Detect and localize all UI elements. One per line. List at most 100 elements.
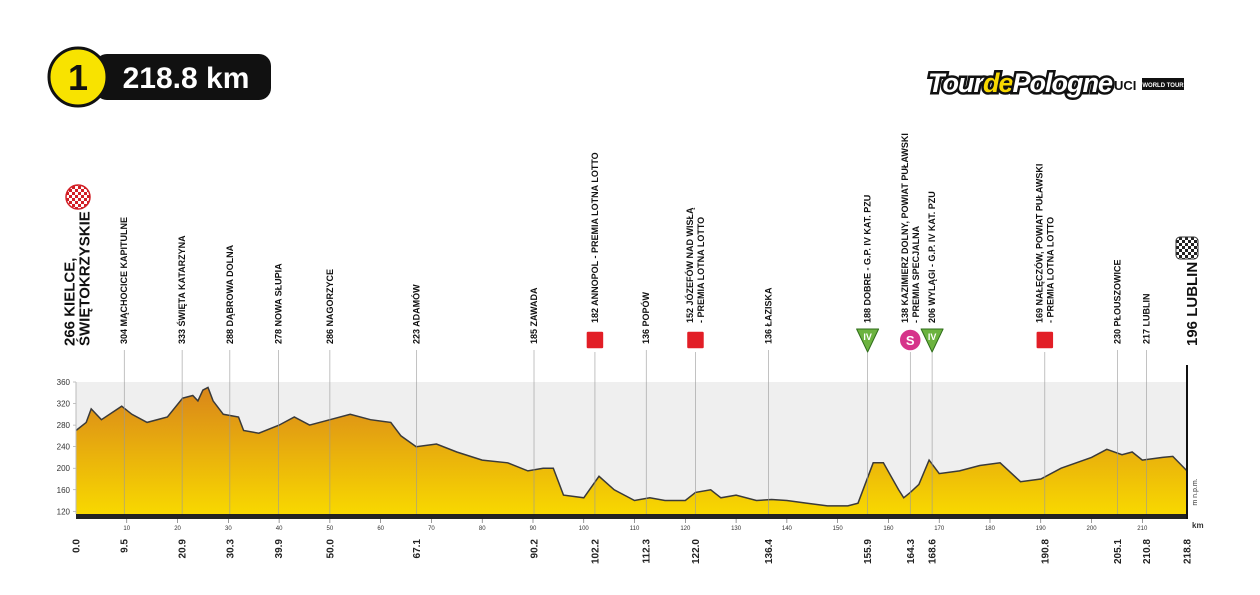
distance-badge [95,54,271,100]
logo-tour: Tour [928,68,985,98]
waypoint-label: 136 ŁAZISKA [764,287,774,344]
x-tick-label: 130 [731,526,742,532]
waypoint-label-line: 185 ZAWADA [529,287,539,344]
waypoint-label-line: - PREMIA SPECJALNA [911,225,921,323]
km-label: 30.3 [225,539,236,559]
start-label: 266 KIELCE,ŚWIĘTOKRZYSKIE [62,211,94,346]
mountain-icon [920,328,944,353]
logo-pologne: Pologne [1013,68,1113,98]
waypoint-label-line: 188 DOBRE - G.P. IV KAT. PZU [863,195,873,323]
distance: 218.8 km [123,62,250,95]
y-unit: m n.p.m. [1192,478,1199,505]
x-tick-label: 170 [934,526,945,532]
waypoint-label-line: 304 MĄCHOCICE KAPITULNE [119,217,129,344]
y-tick-label: 320 [57,400,71,409]
y-tick-label: 240 [57,443,71,452]
waypoint-label: 136 POPÓW [640,291,651,344]
x-tick-label: 120 [680,526,691,532]
km-label: 122.0 [691,539,702,564]
km-label: 155.9 [863,539,874,564]
waypoint-label: 278 NOWA SŁUPIA [274,263,284,344]
mountain-icon [856,328,880,353]
x-tick-label: 210 [1137,526,1148,532]
x-tick-label: 100 [579,526,590,532]
x-tick-label: 60 [377,526,384,532]
finish-label-line: 196 LUBLIN [1184,262,1201,346]
profile-line [75,386,1188,507]
world-tour-badge [1142,78,1184,90]
sprint-icon [1035,330,1055,350]
km-label: 218.8 [1183,539,1194,564]
y-tick-label: 360 [57,378,71,387]
x-unit: km [1192,521,1204,530]
sprint-icon [585,330,605,350]
x-tick-label: 180 [985,526,996,532]
waypoint-label-line: 217 LUBLIN [1141,293,1151,344]
km-label: 136.4 [764,539,775,564]
waypoint-label: 206 WYLĄGI - G.P. IV KAT. PZU [927,191,937,323]
icon-text: IV [928,332,937,342]
stage-badge [47,46,109,108]
waypoint-label-line: 182 ANNOPOL - PREMIA LOTNA LOTTO [590,152,600,323]
km-label: 112.3 [642,539,653,564]
waypoint-label-line: 223 ADAMÓW [411,284,422,344]
x-tick-label: 150 [833,526,844,532]
start-icon [65,184,91,210]
x-tick-label: 50 [327,526,334,532]
waypoint-label-line: 278 NOWA SŁUPIA [274,263,284,344]
waypoint-label-line: - PREMIA LOTNA LOTTO [1045,217,1055,323]
km-label: 168.6 [928,539,939,564]
waypoint-label: 230 PŁOUSZOWICE [1112,259,1122,344]
waypoint-label: 188 DOBRE - G.P. IV KAT. PZU [863,195,873,323]
x-tick-label: 160 [883,526,894,532]
x-axis-bar [76,514,1187,519]
km-label: 90.2 [530,539,541,559]
special-icon [898,328,923,352]
x-tick-label: 90 [530,526,537,532]
waypoint-label-line: 286 NAGORZYCE [325,269,335,344]
finish-icon [1175,236,1199,260]
waypoint-label-line: 333 ŚWIĘTA KATARZYNA [176,235,187,344]
waypoint-label-line: 169 NAŁĘCZÓW, POWIAT PUŁAWSKI [1033,164,1044,323]
waypoint-label-line: 230 PŁOUSZOWICE [1112,259,1122,344]
km-label: 0.0 [72,539,83,553]
waypoint-label: 286 NAGORZYCE [325,269,335,344]
km-label: 205.1 [1113,539,1124,564]
waypoint-label-line: 136 POPÓW [640,291,651,344]
x-tick-label: 30 [225,526,232,532]
y-tick-label: 280 [57,421,71,430]
x-tick-label: 10 [123,526,130,532]
x-tick-label: 200 [1087,526,1098,532]
waypoint-label: 169 NAŁĘCZÓW, POWIAT PUŁAWSKI - PREMIA LO… [1033,164,1055,323]
y-tick-label: 160 [57,486,71,495]
logo: TourdePologne [928,68,1113,98]
km-label: 39.9 [274,539,285,559]
waypoint-label-line: 138 KAZIMIERZ DOLNY, POWIAT PUŁAWSKI [900,133,910,323]
world-tour: WORLD TOUR [1142,83,1184,89]
x-tick-label: 70 [428,526,435,532]
km-label: 102.2 [590,539,601,564]
waypoint-label: 138 KAZIMIERZ DOLNY, POWIAT PUŁAWSKI - PR… [900,133,921,323]
finish-label: 196 LUBLIN [1184,262,1201,346]
km-label: 190.8 [1040,539,1051,564]
km-label: 210.8 [1142,539,1153,564]
waypoint-label: 304 MĄCHOCICE KAPITULNE [119,217,129,344]
start-label-line: 266 KIELCE, [62,258,79,346]
icon-text: S [906,333,915,348]
start-label-line: ŚWIĘTOKRZYSKIE [76,211,94,346]
x-tick-label: 190 [1036,526,1047,532]
stage-number: 1 [68,57,88,98]
waypoint-label-line: 136 ŁAZISKA [764,287,774,344]
waypoint-label-line: 206 WYLĄGI - G.P. IV KAT. PZU [927,191,937,323]
x-tick-label: 140 [782,526,793,532]
waypoint-label: 152 JÓZEFÓW NAD WISŁĄ - PREMIA LOTNA LOTT… [684,207,706,323]
waypoint-label-line: - PREMIA LOTNA LOTTO [696,217,706,323]
sprint-icon [685,330,706,350]
waypoint-label-line: 288 DĄBROWA DOLNA [225,244,235,344]
km-label: 67.1 [412,539,423,559]
profile-area [76,387,1187,514]
km-label: 9.5 [120,539,131,553]
x-tick-label: 20 [174,526,181,532]
km-label: 164.3 [906,539,917,564]
x-tick-label: 40 [276,526,283,532]
